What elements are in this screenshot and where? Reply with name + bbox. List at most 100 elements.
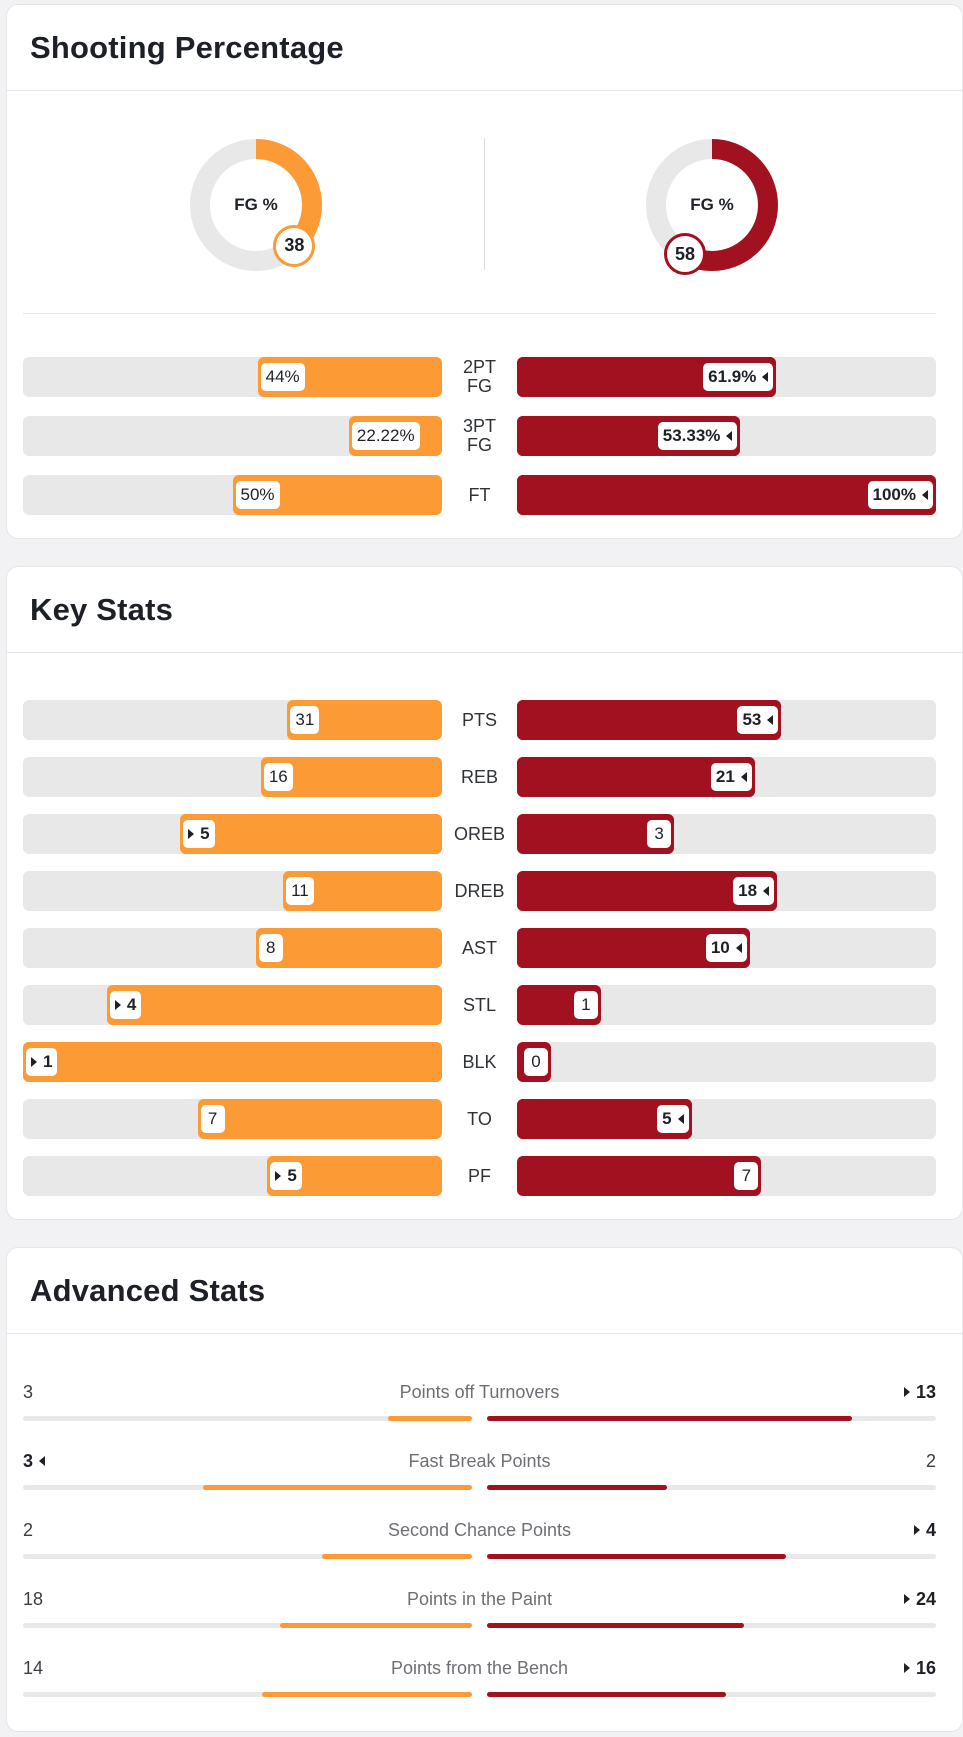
leader-arrow-icon [763,886,770,896]
key-home-track: 11 [23,871,442,911]
shooting-away-bar: 53.33% [517,416,741,456]
key-away-value: 0 [524,1048,548,1076]
key-home-value: 5 [183,820,215,848]
key-home-value: 11 [286,877,314,905]
key-home-track: 1 [23,1042,442,1082]
advanced-away-value-text: 24 [915,1588,936,1609]
advanced-away-bar [487,1554,787,1559]
advanced-home-value-text: 18 [23,1588,44,1609]
advanced-home-track [23,1623,472,1628]
key-stat-label: PF [467,1165,491,1186]
shooting-percentage-title: Shooting Percentage [30,29,344,65]
shooting-home-value: 50% [235,481,280,509]
key-home-value: 1 [26,1048,58,1076]
away-fg-value-badge: 58 [664,233,707,276]
advanced-home-value: 3 [23,1449,46,1473]
key-home-bar: 5 [267,1156,442,1196]
advanced-stat-label: Points in the Paint [406,1588,553,1609]
advanced-home-value-text: 3 [23,1381,34,1402]
shooting-divider [23,313,936,314]
advanced-home-value-text: 14 [23,1657,44,1678]
key-home-bar: 1 [23,1042,442,1082]
advanced-away-bar [487,1623,744,1628]
key-home-track: 5 [23,814,442,854]
key-away-track: 7 [517,1156,936,1196]
advanced-away-value-text: 13 [915,1381,936,1402]
advanced-away-value: 13 [903,1380,936,1404]
key-home-value-text: 1 [43,1052,53,1071]
key-stat-label: DREB [454,880,505,901]
leader-arrow-icon [39,1456,46,1466]
shooting-row-ft: 50% 100% FT [23,475,936,515]
key-home-value-text: 4 [126,995,137,1014]
key-away-value-text: 0 [531,1052,541,1071]
donut-divider [484,138,485,270]
advanced-stat-label: Fast Break Points [408,1450,551,1471]
key-home-bar: 31 [287,700,442,740]
advanced-home-track [23,1554,472,1559]
shooting-home-value-text: 44% [265,367,300,386]
key-row-pts: 31 53 PTS [23,700,936,740]
advanced-away-value-text: 4 [925,1519,936,1540]
key-away-value: 3 [647,820,672,848]
home-fg-donut-chart [190,139,322,271]
advanced-away-track [487,1485,936,1490]
advanced-away-value-text: 16 [915,1657,936,1678]
advanced-stat-label: Points from the Bench [390,1657,569,1678]
advanced-away-value-text: 2 [925,1450,936,1471]
leader-arrow-icon [726,431,733,441]
key-home-value-text: 7 [207,1109,218,1128]
advanced-home-bar [262,1692,472,1697]
shooting-stat-label: 2PT FG [462,357,496,396]
advanced-row-fast-break-points: 3 Fast Break Points 2 [23,1449,936,1499]
key-away-value: 1 [573,991,598,1019]
leader-arrow-icon [767,715,774,725]
key-home-value: 16 [263,763,293,791]
key-away-track: 18 [517,871,936,911]
shooting-away-track: 100% [517,475,936,515]
key-away-value-text: 5 [662,1109,672,1128]
away-fg-donut-arc [646,139,778,271]
advanced-home-bar [387,1416,472,1421]
leader-arrow-icon [903,1387,910,1397]
advanced-row-points-in-the-paint: 18 Points in the Paint 24 [23,1587,936,1637]
key-away-track: 5 [517,1099,936,1139]
shooting-percentage-card: Shooting Percentage [6,4,963,539]
key-away-bar: 0 [517,1042,551,1082]
key-away-bar: 5 [517,1099,692,1139]
shooting-home-value-text: 22.22% [356,426,415,445]
shooting-away-track: 61.9% [517,357,936,397]
advanced-away-track [487,1623,936,1628]
key-home-value-text: 31 [295,710,315,729]
key-row-stl: 4 1 STL [23,985,936,1025]
key-stat-label: PTS [461,709,497,730]
key-away-value-text: 3 [654,824,664,843]
key-away-value: 53 [737,706,779,734]
advanced-stat-label: Points off Turnovers [399,1381,560,1402]
advanced-away-bar [487,1692,727,1697]
advanced-stats-title: Advanced Stats [30,1272,266,1308]
shooting-home-track: 50% [23,475,442,515]
key-away-bar: 10 [517,928,750,968]
leader-arrow-icon [762,372,769,382]
key-away-value-text: 1 [581,995,591,1014]
advanced-row-points-from-the-bench: 14 Points from the Bench 16 [23,1656,936,1706]
key-home-value: 7 [200,1105,225,1133]
advanced-home-value: 14 [23,1656,43,1680]
leader-arrow-icon [275,1171,282,1181]
away-fg-donut-label: FG % [690,195,734,214]
key-row-blk: 1 0 BLK [23,1042,936,1082]
key-away-value-text: 21 [715,767,735,786]
shooting-home-bar: 44% [257,357,442,397]
leader-arrow-icon [677,1114,684,1124]
shooting-percentage-header: Shooting Percentage [7,5,962,91]
key-row-pf: 5 7 PF [23,1156,936,1196]
key-away-bar: 7 [517,1156,762,1196]
key-away-bar: 3 [517,814,675,854]
leader-arrow-icon [740,772,747,782]
shooting-away-value-text: 100% [872,485,916,504]
shooting-row-2pt-fg: 44% 61.9% 2PT FG [23,357,936,397]
advanced-home-bar [202,1485,472,1490]
advanced-home-bar [322,1554,472,1559]
shooting-away-track: 53.33% [517,416,936,456]
